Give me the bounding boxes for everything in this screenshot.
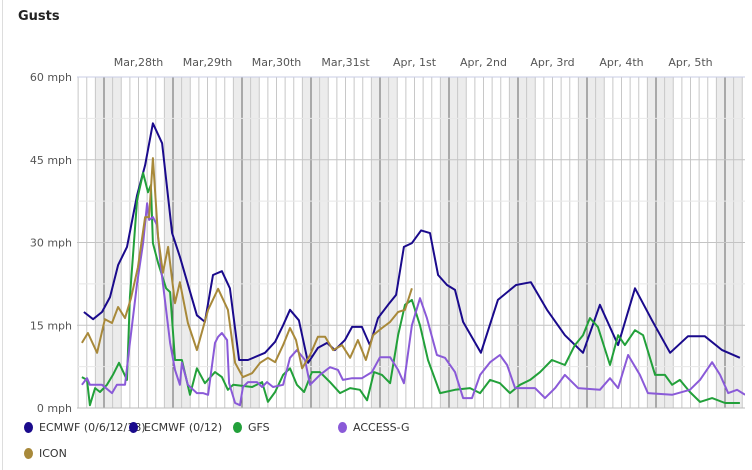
y-tick-label: 60 mph [30, 71, 72, 84]
y-tick-label: 45 mph [30, 154, 72, 167]
x-tick-label: Mar,30th [252, 56, 302, 69]
series-line-ecmwf-0-6-12-18- [83, 122, 741, 364]
legend-marker-icon [24, 448, 33, 459]
chart-title: Gusts [18, 9, 60, 24]
x-tick-label: Mar,29th [183, 56, 233, 69]
x-tick-label: Apr, 3rd [530, 56, 574, 69]
legend-label: ICON [39, 447, 67, 460]
x-tick-label: Mar,31st [321, 56, 370, 69]
legend-item[interactable]: ECMWF (0/12) [129, 421, 222, 434]
y-tick-label: 15 mph [30, 319, 72, 332]
series-line-access-g [81, 202, 745, 407]
y-tick-label: 30 mph [30, 237, 72, 250]
legend-label: GFS [248, 421, 270, 434]
legend-item[interactable]: ACCESS-G [338, 421, 410, 434]
x-tick-label: Apr, 1st [393, 56, 437, 69]
legend-item[interactable]: ICON [24, 447, 67, 460]
y-tick-label: 0 mph [37, 402, 72, 415]
legend-label: ECMWF (0/6/12/18) [39, 421, 146, 434]
x-tick-label: Apr, 2nd [460, 56, 507, 69]
plot-area [77, 76, 745, 409]
series-line-icon [81, 157, 413, 379]
legend-marker-icon [24, 422, 33, 433]
x-tick-label: Apr, 5th [668, 56, 712, 69]
legend-marker-icon [129, 422, 138, 433]
panel-border [2, 0, 3, 470]
legend-label: ECMWF (0/12) [144, 421, 223, 434]
legend-item[interactable]: GFS [233, 421, 270, 434]
x-tick-label: Apr, 4th [599, 56, 643, 69]
legend-marker-icon [338, 422, 347, 433]
legend-item[interactable]: ECMWF (0/6/12/18) [24, 421, 146, 434]
legend-marker-icon [233, 422, 242, 433]
legend-label: ACCESS-G [353, 421, 410, 434]
x-tick-label: Mar,28th [114, 56, 164, 69]
